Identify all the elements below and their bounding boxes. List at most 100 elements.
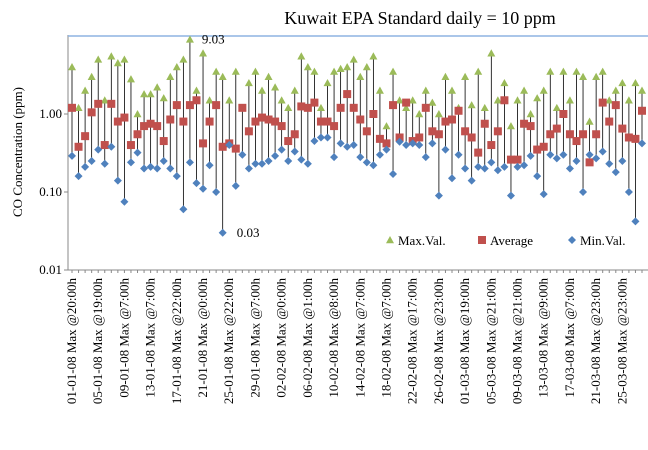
marker [434,191,443,200]
x-tick-label: 01-01-08 Max @20:00h [64,278,79,405]
marker [467,176,476,185]
marker [526,151,535,160]
x-tick-label: 09-03-08 Max @21:00h [510,278,525,405]
marker [493,166,502,175]
marker [454,150,463,159]
marker [271,151,280,160]
marker [271,117,280,126]
marker [323,78,332,87]
x-tick-label: 21-01-08 Max @0:00h [195,278,210,398]
marker [94,99,103,108]
marker [199,139,208,148]
marker [336,139,345,148]
marker [343,142,352,151]
marker [434,130,443,139]
marker [605,96,614,104]
marker [251,117,260,126]
marker [579,188,588,196]
marker [624,133,633,142]
marker [74,103,83,112]
marker [618,78,627,87]
marker [133,130,142,139]
marker [100,159,109,168]
marker [166,72,175,80]
marker [533,145,542,154]
marker [68,151,76,160]
marker [107,52,116,60]
marker [120,55,129,63]
marker [467,133,476,142]
marker [565,164,574,173]
marker [487,158,496,167]
marker [375,86,384,94]
marker [140,90,149,98]
marker [598,98,607,107]
y-tick-label: 0.01 [39,262,62,277]
marker [225,141,234,150]
x-tick-label: 02-02-08 Max @0:00h [274,278,289,398]
marker [539,142,548,151]
marker [559,150,568,159]
marker [395,137,404,146]
marker [100,96,109,104]
marker [336,64,345,72]
marker [310,137,319,146]
marker [153,164,162,173]
marker [579,72,588,80]
marker [559,110,568,118]
marker [638,106,646,115]
marker [330,153,339,162]
marker [500,78,509,87]
marker [172,101,181,110]
marker [81,162,90,171]
marker [375,134,384,143]
marker [297,102,306,111]
marker [572,137,581,146]
marker [362,158,371,167]
marker [421,86,430,94]
marker [349,103,358,112]
marker [277,145,286,154]
marker [415,141,424,150]
marker [251,67,260,75]
marker [520,161,529,170]
marker [113,59,122,67]
marker [349,141,358,150]
marker [244,164,253,173]
marker [461,164,470,173]
x-tick-label: 26-02-08 Max @23:00h [431,278,446,405]
marker [631,134,640,143]
marker [179,117,188,126]
marker [336,103,345,112]
marker [395,96,404,104]
marker [428,139,437,148]
marker [179,55,188,63]
marker [369,110,378,118]
marker [369,161,378,170]
marker [546,67,555,75]
marker [487,49,496,57]
marker [415,133,424,142]
marker [448,174,456,183]
marker [212,67,221,75]
marker [330,67,339,75]
marker [546,130,555,139]
marker [480,103,489,112]
marker [192,86,201,94]
marker [277,96,286,104]
marker [343,63,352,71]
marker [225,96,234,104]
marker [474,162,483,171]
marker [316,133,325,142]
marker [284,103,293,112]
marker [126,141,135,150]
marker [310,98,319,107]
marker [526,110,535,118]
marker [461,72,470,80]
marker [159,137,168,146]
x-tick-label: 17-03-08 Max @7:00h [562,278,577,398]
marker [356,153,365,162]
marker [533,172,542,181]
marker [140,122,149,131]
x-tick-label: 10-02-08 Max @8:00h [326,278,341,398]
